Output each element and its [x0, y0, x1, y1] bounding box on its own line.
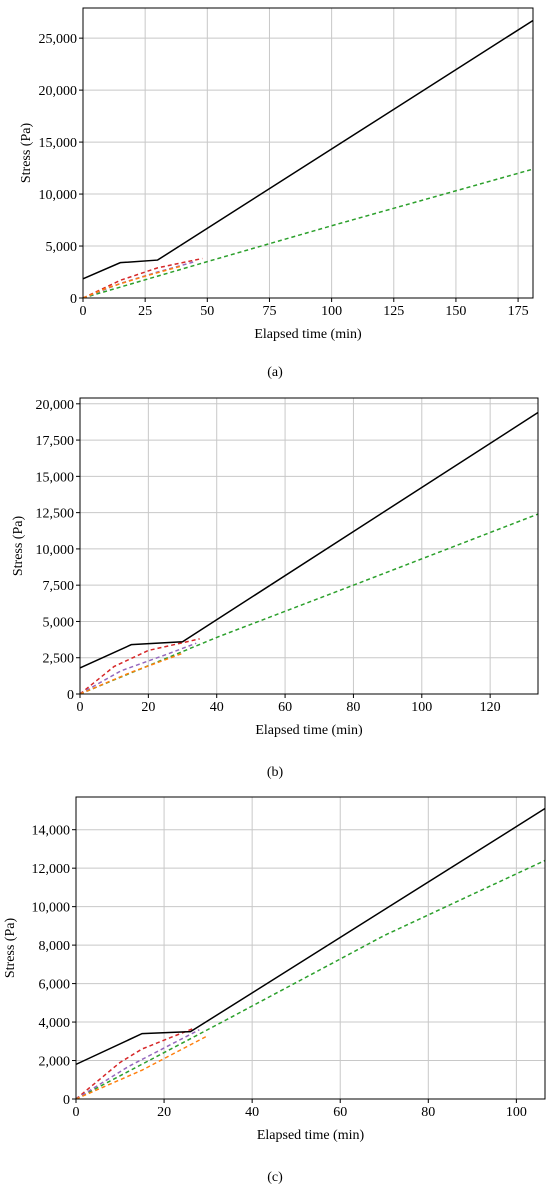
x-tick-label: 0: [73, 1105, 80, 1120]
y-tick-label: 5,000: [43, 615, 75, 630]
y-tick-label: 0: [70, 292, 77, 307]
y-tick-label: 4,000: [39, 1016, 71, 1031]
y-tick-label: 14,000: [32, 824, 71, 839]
series-line: [79, 638, 200, 695]
y-tick-label: 7,500: [43, 579, 75, 594]
y-tick-label: 0: [63, 1093, 70, 1108]
series-line: [75, 1029, 200, 1100]
y-tick-label: 17,500: [36, 434, 75, 449]
x-tick-label: 0: [77, 700, 84, 715]
x-tick-label: 80: [421, 1105, 435, 1120]
caption: (a): [267, 365, 283, 380]
y-tick-label: 20,000: [36, 398, 75, 413]
y-axis-label: Stress (Pa): [19, 123, 34, 184]
series-line: [79, 652, 183, 695]
y-tick-label: 10,000: [32, 901, 71, 916]
x-tick-label: 50: [200, 304, 214, 319]
series-line: [79, 642, 197, 695]
series-line: [75, 1034, 209, 1100]
y-tick-label: 2,000: [39, 1055, 71, 1070]
x-tick-label: 120: [480, 700, 501, 715]
x-tick-label: 100: [321, 304, 342, 319]
x-tick-label: 25: [138, 304, 152, 319]
y-tick-label: 5,000: [46, 240, 78, 255]
x-tick-label: 80: [346, 700, 360, 715]
y-tick-label: 10,000: [36, 543, 75, 558]
x-tick-label: 40: [245, 1105, 259, 1120]
x-tick-label: 40: [210, 700, 224, 715]
y-axis-label: Stress (Pa): [3, 918, 18, 979]
series-line: [82, 168, 534, 299]
series-line: [82, 265, 183, 299]
x-axis-label: Elapsed time (min): [254, 327, 362, 342]
series-line: [79, 411, 539, 669]
x-tick-label: 175: [508, 304, 529, 319]
y-tick-label: 12,000: [32, 862, 71, 877]
plot-frame: [75, 796, 546, 1100]
series-line: [75, 807, 546, 1066]
y-tick-label: 12,500: [36, 507, 75, 522]
y-tick-label: 15,000: [36, 470, 75, 485]
series-line: [75, 1027, 196, 1100]
x-tick-label: 150: [445, 304, 466, 319]
y-tick-label: 8,000: [39, 939, 71, 954]
y-tick-label: 20,000: [39, 84, 78, 99]
y-tick-label: 2,500: [43, 652, 75, 667]
x-tick-label: 125: [383, 304, 404, 319]
x-axis-label: Elapsed time (min): [257, 1128, 365, 1143]
x-tick-label: 20: [157, 1105, 171, 1120]
caption: (c): [267, 1170, 283, 1185]
series-line: [82, 19, 534, 280]
y-tick-label: 15,000: [39, 136, 78, 151]
y-tick-label: 10,000: [39, 188, 78, 203]
x-tick-label: 60: [333, 1105, 347, 1120]
x-tick-label: 60: [278, 700, 292, 715]
x-tick-label: 75: [262, 304, 276, 319]
plot-frame: [82, 7, 534, 299]
y-tick-label: 6,000: [39, 978, 71, 993]
caption: (b): [267, 765, 284, 780]
y-tick-label: 0: [67, 688, 74, 703]
y-axis-label: Stress (Pa): [11, 516, 26, 577]
x-tick-label: 100: [506, 1105, 527, 1120]
x-tick-label: 20: [141, 700, 155, 715]
plot-frame: [79, 397, 539, 695]
x-tick-label: 100: [411, 700, 432, 715]
series-line: [75, 859, 546, 1100]
y-tick-label: 25,000: [39, 32, 78, 47]
x-tick-label: 0: [80, 304, 87, 319]
x-axis-label: Elapsed time (min): [255, 723, 363, 738]
